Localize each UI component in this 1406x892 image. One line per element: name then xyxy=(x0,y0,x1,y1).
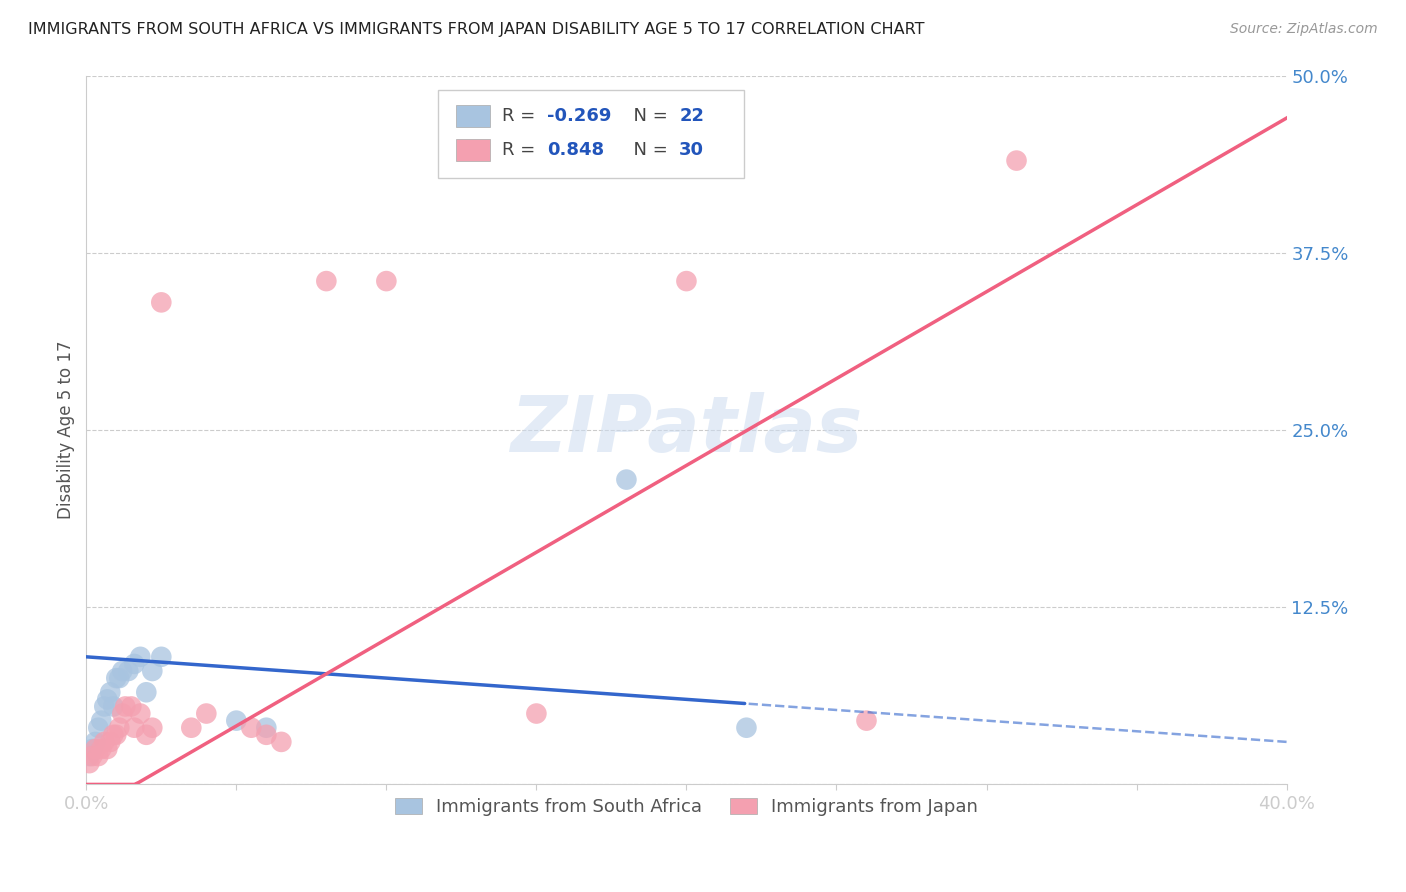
Point xyxy=(111,706,134,721)
Point xyxy=(98,685,121,699)
Point xyxy=(129,649,152,664)
Point xyxy=(225,714,247,728)
Point xyxy=(82,742,104,756)
Point xyxy=(135,728,157,742)
Point xyxy=(117,664,139,678)
Point xyxy=(103,728,125,742)
Text: N =: N = xyxy=(621,107,673,125)
Point xyxy=(108,671,131,685)
Text: 0.848: 0.848 xyxy=(547,141,605,159)
Text: IMMIGRANTS FROM SOUTH AFRICA VS IMMIGRANTS FROM JAPAN DISABILITY AGE 5 TO 17 COR: IMMIGRANTS FROM SOUTH AFRICA VS IMMIGRAN… xyxy=(28,22,925,37)
Point xyxy=(105,671,128,685)
Point xyxy=(735,721,758,735)
Point xyxy=(195,706,218,721)
Point xyxy=(135,685,157,699)
Point xyxy=(90,742,112,756)
Point xyxy=(93,699,115,714)
Point xyxy=(129,706,152,721)
Point xyxy=(87,721,110,735)
Point xyxy=(1005,153,1028,168)
Point xyxy=(855,714,877,728)
Point xyxy=(87,749,110,764)
Point xyxy=(90,714,112,728)
Point xyxy=(526,706,548,721)
Text: 30: 30 xyxy=(679,141,704,159)
Text: R =: R = xyxy=(502,107,540,125)
Point xyxy=(254,721,277,735)
Text: 22: 22 xyxy=(679,107,704,125)
Point xyxy=(84,735,107,749)
Bar xyxy=(456,104,489,128)
Bar xyxy=(456,138,489,161)
Text: R =: R = xyxy=(502,141,547,159)
Point xyxy=(114,699,136,714)
Point xyxy=(270,735,292,749)
Point xyxy=(150,649,173,664)
Y-axis label: Disability Age 5 to 17: Disability Age 5 to 17 xyxy=(58,341,75,519)
Point xyxy=(240,721,263,735)
Point xyxy=(96,742,118,756)
Point xyxy=(150,295,173,310)
Point xyxy=(82,749,104,764)
Point xyxy=(254,728,277,742)
Point xyxy=(103,699,125,714)
Point xyxy=(120,699,142,714)
Point xyxy=(84,742,107,756)
Point xyxy=(79,749,101,764)
Point xyxy=(108,721,131,735)
Point xyxy=(124,657,146,671)
Point xyxy=(315,274,337,288)
Point xyxy=(616,473,638,487)
Point xyxy=(124,721,146,735)
Point xyxy=(79,756,101,771)
Point xyxy=(375,274,398,288)
FancyBboxPatch shape xyxy=(439,90,744,178)
Point xyxy=(105,728,128,742)
Point xyxy=(93,735,115,749)
Point xyxy=(111,664,134,678)
Point xyxy=(141,664,163,678)
Point xyxy=(180,721,202,735)
Text: N =: N = xyxy=(621,141,673,159)
Point xyxy=(98,735,121,749)
Legend: Immigrants from South Africa, Immigrants from Japan: Immigrants from South Africa, Immigrants… xyxy=(385,789,987,825)
Point xyxy=(141,721,163,735)
Text: -0.269: -0.269 xyxy=(547,107,612,125)
Text: ZIPatlas: ZIPatlas xyxy=(510,392,862,468)
Point xyxy=(96,692,118,706)
Text: Source: ZipAtlas.com: Source: ZipAtlas.com xyxy=(1230,22,1378,37)
Point xyxy=(675,274,697,288)
